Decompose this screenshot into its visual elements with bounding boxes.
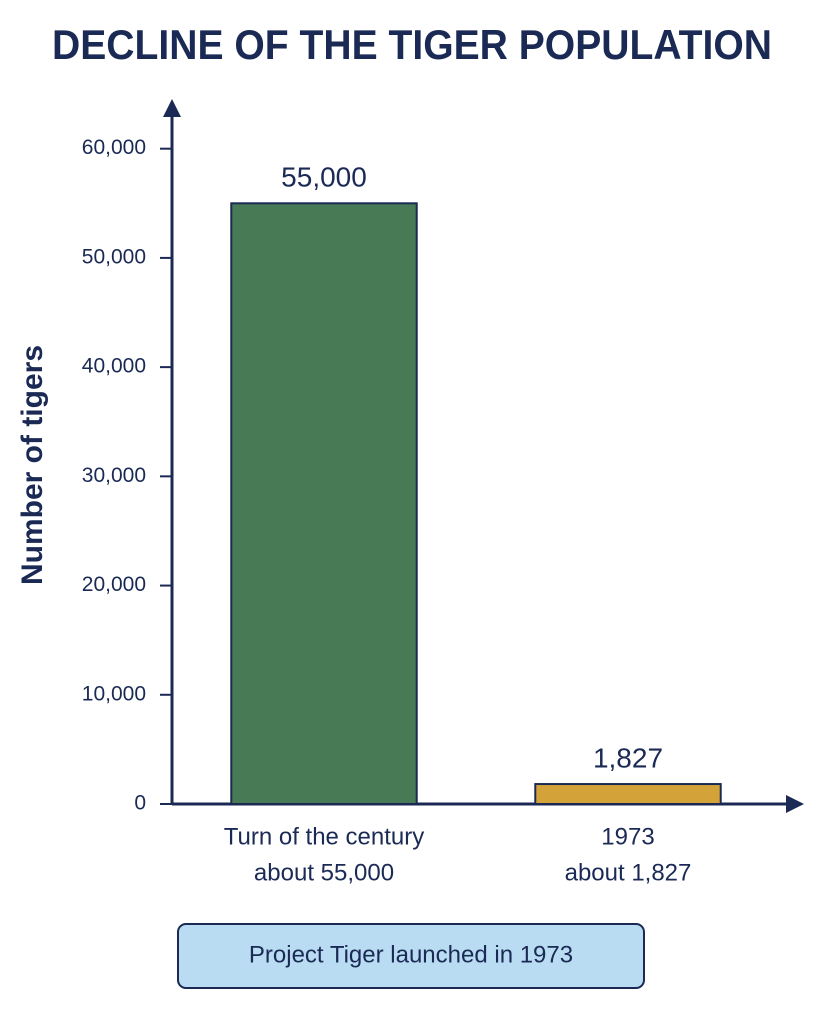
- value-label: 55,000: [281, 162, 367, 193]
- y-tick-label: 50,000: [82, 245, 146, 268]
- chart-title: DECLINE OF THE TIGER POPULATION: [52, 21, 772, 68]
- x-tick-label: 1973: [601, 823, 654, 850]
- y-tick-label: 40,000: [82, 355, 146, 378]
- y-tick-label: 30,000: [82, 464, 146, 487]
- annotation: Project Tiger launched in 1973: [249, 941, 573, 968]
- value-label: 1,827: [593, 742, 663, 773]
- x-tick-sublabel: about 55,000: [254, 859, 394, 886]
- y-tick-label: 60,000: [82, 136, 146, 159]
- bar: [230, 202, 418, 805]
- y-tick-label: 0: [134, 792, 146, 815]
- x-tick-label: Turn of the century: [224, 823, 425, 850]
- y-tick-label: 20,000: [82, 573, 146, 596]
- bar: [534, 783, 722, 805]
- x-tick-sublabel: about 1,827: [565, 859, 692, 886]
- y-axis-label: Number of tigers: [16, 345, 49, 585]
- annotation-box: [177, 923, 645, 989]
- y-tick-label: 10,000: [82, 682, 146, 705]
